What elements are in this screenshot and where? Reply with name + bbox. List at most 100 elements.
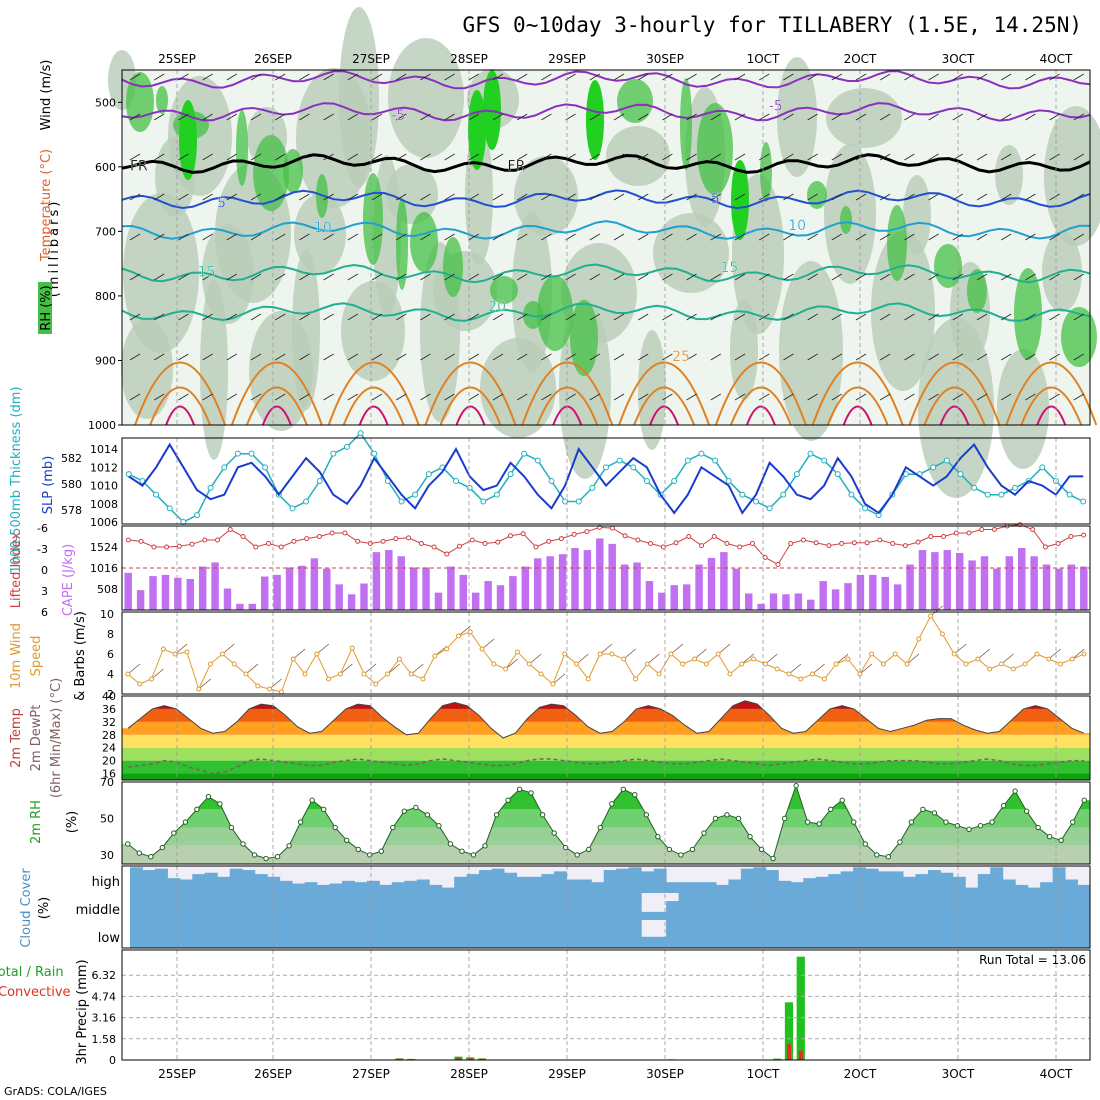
cloud-bar xyxy=(1002,893,1016,920)
cloud-bar xyxy=(304,882,318,893)
wind-barb xyxy=(250,153,262,161)
pressure-tick: 500 xyxy=(95,96,116,109)
cape-bar xyxy=(447,566,455,610)
precip-tick: 4.74 xyxy=(92,990,117,1003)
rh2m-marker xyxy=(240,841,246,847)
wind-barb xyxy=(492,73,504,81)
cloud-bar xyxy=(715,893,729,920)
cloud-bar xyxy=(566,893,580,920)
cloud-bar xyxy=(753,920,767,948)
dewpt2m-axis-label: 2m DewPt xyxy=(29,705,44,772)
wind-barb xyxy=(492,273,504,281)
rh2m-marker xyxy=(355,846,361,853)
cloud-bar xyxy=(516,876,530,893)
bottom-date-label: 26SEP xyxy=(254,1067,292,1081)
cape-bar xyxy=(707,557,716,610)
wind-barb xyxy=(758,113,770,121)
wind-barb xyxy=(226,233,238,241)
cape-bar xyxy=(608,543,616,610)
wind-barb xyxy=(274,73,286,81)
rh2m-marker xyxy=(1023,808,1030,814)
cape-bar xyxy=(124,572,132,610)
cloud-bar xyxy=(454,876,468,893)
wind10m-barb xyxy=(694,648,707,660)
cape-bar xyxy=(831,589,840,610)
cloud-bar xyxy=(192,893,206,920)
wind-barb xyxy=(516,233,528,241)
cloud-bar xyxy=(541,920,555,948)
wind-barb xyxy=(879,313,891,321)
cloud-bar xyxy=(1077,920,1091,948)
wind-barb xyxy=(904,193,915,201)
wind-barb xyxy=(637,313,649,321)
temp2m-tick: 36 xyxy=(102,703,116,716)
wind-barb xyxy=(274,233,286,241)
rh2m-marker xyxy=(839,797,845,803)
wind-barb xyxy=(783,153,794,161)
thickness-marker xyxy=(493,491,500,498)
wind-barb xyxy=(613,313,625,321)
wind10m-tick: 8 xyxy=(107,628,114,641)
wind-barb xyxy=(347,153,359,161)
wind-barb xyxy=(347,273,359,281)
rh-moist-blob xyxy=(253,135,289,211)
li-marker xyxy=(227,527,233,532)
wind-barb xyxy=(758,233,770,241)
wind10m-marker xyxy=(869,651,875,657)
wind10m-barb xyxy=(906,653,920,665)
thickness-marker xyxy=(821,457,828,464)
cape-tick: 508 xyxy=(97,583,118,596)
cape-bar xyxy=(335,584,343,610)
cape-bar xyxy=(534,558,542,610)
isotherm-arch-35 xyxy=(358,405,389,426)
wind-barb xyxy=(734,73,746,81)
rh-moist-blob xyxy=(410,212,438,272)
wind-barb xyxy=(420,193,431,201)
rh2m-marker xyxy=(228,824,235,831)
rh2m-marker xyxy=(793,782,799,789)
temp-color-band xyxy=(122,734,1090,748)
wind-barb xyxy=(468,153,480,161)
wind-barb xyxy=(129,193,141,201)
isotherm-arch-30 xyxy=(1020,386,1083,426)
wind10m-barb xyxy=(717,643,731,655)
cloud-bar xyxy=(229,920,243,948)
wind10m-barb xyxy=(292,648,306,660)
isotherm-label: 10 xyxy=(788,218,806,234)
cape-bar xyxy=(757,603,765,610)
rh2m-marker xyxy=(539,812,546,818)
thickness-marker xyxy=(766,505,773,512)
wind-barb xyxy=(1025,353,1036,361)
wind-barb xyxy=(202,193,213,201)
cloud-bar xyxy=(154,920,168,948)
wind-barb xyxy=(783,353,794,361)
rh-high-core xyxy=(731,160,749,240)
wind-barb xyxy=(879,153,891,161)
wind-barb xyxy=(734,113,746,121)
rh-moist-blob xyxy=(807,181,827,209)
wind-barb xyxy=(468,113,480,121)
cape-bar xyxy=(955,552,964,610)
cloud-bar xyxy=(516,920,530,948)
wind-barb xyxy=(444,313,455,321)
rh2m-marker xyxy=(401,808,408,814)
wind-barb xyxy=(153,73,165,81)
wind-barb xyxy=(444,233,455,241)
cape-bar xyxy=(186,578,194,610)
rh2m-marker xyxy=(459,848,465,854)
rh2m-marker xyxy=(286,843,292,849)
wind10m-marker xyxy=(137,681,143,687)
cloud-bar xyxy=(603,893,617,920)
wind-barb xyxy=(371,153,383,161)
thickness-marker xyxy=(943,457,950,464)
bottom-date-label: 25SEP xyxy=(158,1067,196,1081)
wind-barb xyxy=(444,393,455,401)
wind-barb xyxy=(1073,153,1085,161)
cloud-bar xyxy=(591,882,605,893)
cloud-bar xyxy=(566,879,580,893)
wind10m-marker xyxy=(455,633,461,639)
wind-barb xyxy=(686,313,697,321)
rh-shade-blob xyxy=(480,338,556,438)
cape-bar xyxy=(807,599,815,610)
wind-barb xyxy=(710,153,722,161)
